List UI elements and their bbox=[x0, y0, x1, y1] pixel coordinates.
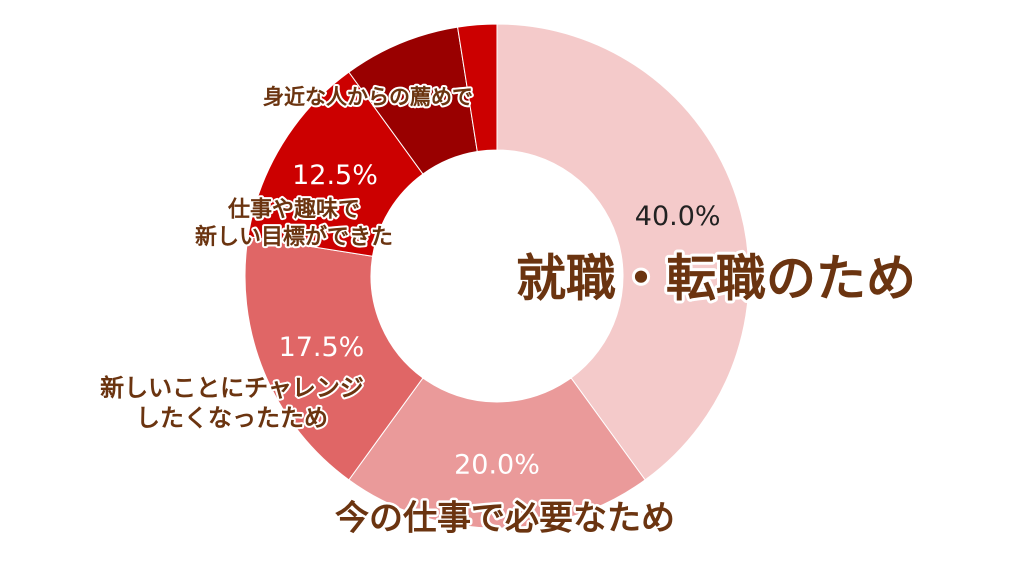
value-label-4: 12.5% bbox=[292, 160, 378, 191]
value-label-3: 17.5% bbox=[279, 332, 365, 363]
category-label-5-line-1: 身近な人からの薦めで bbox=[263, 85, 473, 109]
slice-2 bbox=[348, 377, 646, 529]
slice-6 bbox=[457, 23, 498, 153]
slice-3 bbox=[244, 236, 424, 481]
category-label-4-line-1: 仕事や趣味で bbox=[227, 196, 360, 222]
value-label-1: 40.0% bbox=[635, 201, 721, 232]
category-label-2: 今の仕事で必要なため bbox=[335, 499, 675, 539]
category-label-4-line-2: 新しい目標ができた bbox=[195, 224, 393, 250]
category-label-3: 新しいことにチャレンジしたくなったため bbox=[100, 374, 364, 432]
slice-1 bbox=[496, 23, 750, 481]
category-label-1-line-1: 就職・転職のため bbox=[516, 250, 916, 308]
category-label-3-line-2: したくなったため bbox=[136, 404, 328, 432]
category-label-3-line-1: 新しいことにチャレンジ bbox=[100, 374, 364, 402]
category-label-1: 就職・転職のため bbox=[516, 250, 916, 308]
category-label-5: 身近な人からの薦めで bbox=[263, 85, 473, 109]
category-label-2-line-1: 今の仕事で必要なため bbox=[335, 499, 675, 539]
category-label-4: 仕事や趣味で新しい目標ができた bbox=[195, 196, 393, 250]
value-label-2: 20.0% bbox=[454, 450, 540, 481]
